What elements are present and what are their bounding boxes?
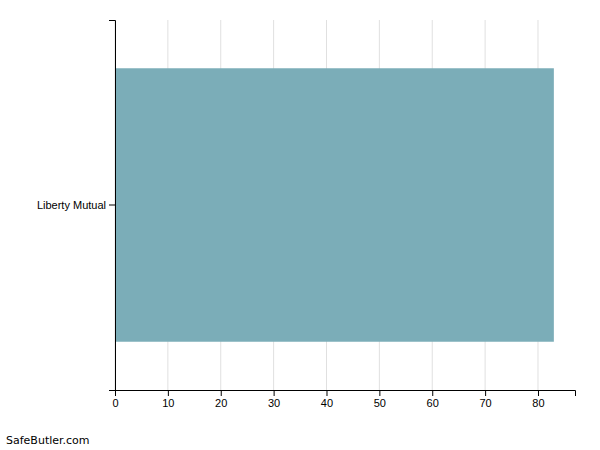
tick: 50 — [374, 390, 386, 409]
tick-mark — [168, 390, 169, 396]
bar — [115, 68, 554, 341]
tick-mark — [538, 390, 539, 396]
tick-mark — [109, 205, 115, 206]
tick-label: 30 — [268, 397, 280, 409]
tick-label: 10 — [162, 397, 174, 409]
tick: 70 — [479, 390, 491, 409]
axis-line — [116, 391, 576, 397]
tick: 60 — [427, 390, 439, 409]
tick-label: 0 — [112, 397, 118, 409]
category-axis: Liberty Mutual — [37, 21, 116, 391]
tick: 20 — [215, 390, 227, 409]
tick-label: 50 — [374, 397, 386, 409]
axis-line — [109, 21, 116, 391]
annotation: SafeButler.com — [6, 434, 90, 447]
tick: 30 — [268, 390, 280, 409]
chart: 0 10 20 30 40 50 60 70 80 Liberty Mutual SafeButle… — [0, 0, 600, 450]
tick-mark — [326, 390, 327, 396]
tick-mark — [379, 390, 380, 396]
tick-label: 80 — [532, 397, 544, 409]
tick-label: 60 — [427, 397, 439, 409]
tick-mark — [485, 390, 486, 396]
tick: 80 — [532, 390, 544, 409]
tick-label: Liberty Mutual — [37, 199, 106, 211]
value-axis: 0 10 20 30 40 50 60 70 80 — [112, 390, 575, 409]
tick: 40 — [321, 390, 333, 409]
tick-mark — [221, 390, 222, 396]
tick-mark — [432, 390, 433, 396]
tick-mark — [274, 390, 275, 396]
plot: 0 10 20 30 40 50 60 70 80 Liberty Mutual — [37, 20, 576, 409]
tick-label: 20 — [215, 397, 227, 409]
tick: 0 — [112, 390, 118, 409]
bars — [115, 68, 554, 341]
tick: Liberty Mutual — [37, 199, 115, 211]
tick-label: 70 — [479, 397, 491, 409]
tick: 10 — [162, 390, 174, 409]
tick-label: 40 — [321, 397, 333, 409]
